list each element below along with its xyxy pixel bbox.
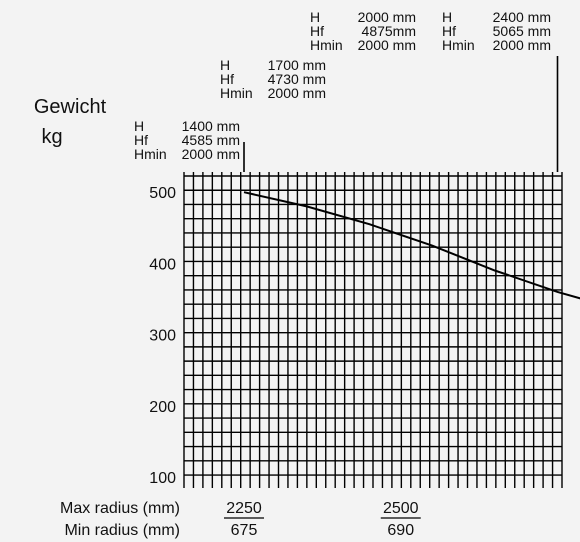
load-curve	[243, 191, 580, 300]
mast-spec-value: 2000 mm	[358, 37, 416, 53]
y-axis-label-line1: Gewicht	[34, 96, 107, 118]
mast-spec-value: 4585 mm	[182, 132, 240, 148]
mast-spec-value: 1700 mm	[268, 57, 326, 73]
load-curve-line	[243, 191, 580, 300]
mast-spec-value: 5065 mm	[493, 23, 551, 39]
x-tick-labels: 225067525006903000845350094040001040	[224, 500, 421, 539]
mast-spec-key: Hf	[220, 71, 234, 87]
x-row-label-min-radius: Min radius (mm)	[64, 522, 180, 539]
y-tick-label: 100	[149, 470, 176, 487]
mast-spec-value: 4875mm	[362, 23, 416, 39]
mast-spec-key: Hmin	[220, 85, 253, 101]
y-tick-label: 400	[149, 256, 176, 273]
mast-spec-key: Hmin	[134, 146, 167, 162]
x-tick-label-min: 675	[231, 522, 258, 539]
mast-spec-value: 2000 mm	[268, 85, 326, 101]
mast-spec-lines	[243, 56, 559, 172]
mast-spec-value: 2000 mm	[182, 146, 240, 162]
mast-spec-key: H	[220, 57, 230, 73]
mast-spec-key: H	[442, 9, 452, 25]
mast-spec-key: H	[134, 118, 144, 134]
x-tick-label-max: 2250	[226, 500, 262, 517]
mast-spec-value: 2000 mm	[493, 37, 551, 53]
y-tick-label: 200	[149, 399, 176, 416]
x-row-label-max-radius: Max radius (mm)	[60, 500, 180, 517]
mast-spec-value: 1400 mm	[182, 118, 240, 134]
mast-spec-value: 2400 mm	[493, 9, 551, 25]
mast-spec-key: Hf	[442, 23, 456, 39]
mast-spec-key: Hmin	[442, 37, 475, 53]
chart-grid	[183, 172, 563, 488]
mast-spec-value: 4730 mm	[268, 71, 326, 87]
mast-spec-value: 2000 mm	[358, 9, 416, 25]
mast-spec-key: H	[310, 9, 320, 25]
y-tick-label: 500	[149, 185, 176, 202]
mast-spec-key: Hmin	[310, 37, 343, 53]
x-tick-label-max: 2500	[383, 500, 419, 517]
x-tick-label-min: 690	[387, 522, 414, 539]
y-axis-label-line2: kg	[41, 126, 62, 148]
mast-spec-key: Hf	[134, 132, 148, 148]
mast-spec-labels: H 1400 mm Hf 4585 mm Hmin 2000 mm H 1700 mm Hf 47…	[134, 9, 551, 162]
y-tick-label: 300	[149, 328, 176, 345]
mast-spec-key: Hf	[310, 23, 324, 39]
y-tick-labels: 100 200 300 400 500	[149, 185, 176, 487]
